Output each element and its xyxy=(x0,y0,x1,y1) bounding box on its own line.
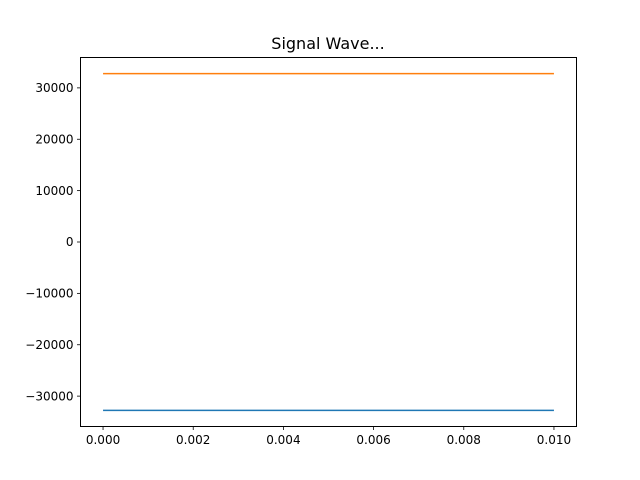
x-axis-ticks: 0.000 0.002 0.004 0.006 0.008 0.010 xyxy=(86,426,571,447)
chart-title: Signal Wave... xyxy=(271,34,384,53)
x-tick-label: 0.000 xyxy=(86,433,120,447)
x-tick-label: 0.006 xyxy=(356,433,390,447)
y-tick-label: 10000 xyxy=(35,184,73,198)
y-tick-label: 0 xyxy=(66,235,74,249)
x-tick-label: 0.008 xyxy=(447,433,481,447)
y-tick-label: 20000 xyxy=(35,132,73,146)
x-tick-label: 0.004 xyxy=(266,433,300,447)
x-tick-label: 0.010 xyxy=(537,433,571,447)
plot-frame xyxy=(80,57,577,427)
y-tick-label: −10000 xyxy=(25,287,73,301)
x-tick-label: 0.002 xyxy=(176,433,210,447)
y-tick-label: −30000 xyxy=(25,389,73,403)
y-tick-label: −20000 xyxy=(25,338,73,352)
y-tick-label: 30000 xyxy=(35,81,73,95)
series-layer xyxy=(103,72,554,412)
y-axis-ticks: −30000 −20000 −10000 0 10000 20000 30000 xyxy=(25,81,81,403)
